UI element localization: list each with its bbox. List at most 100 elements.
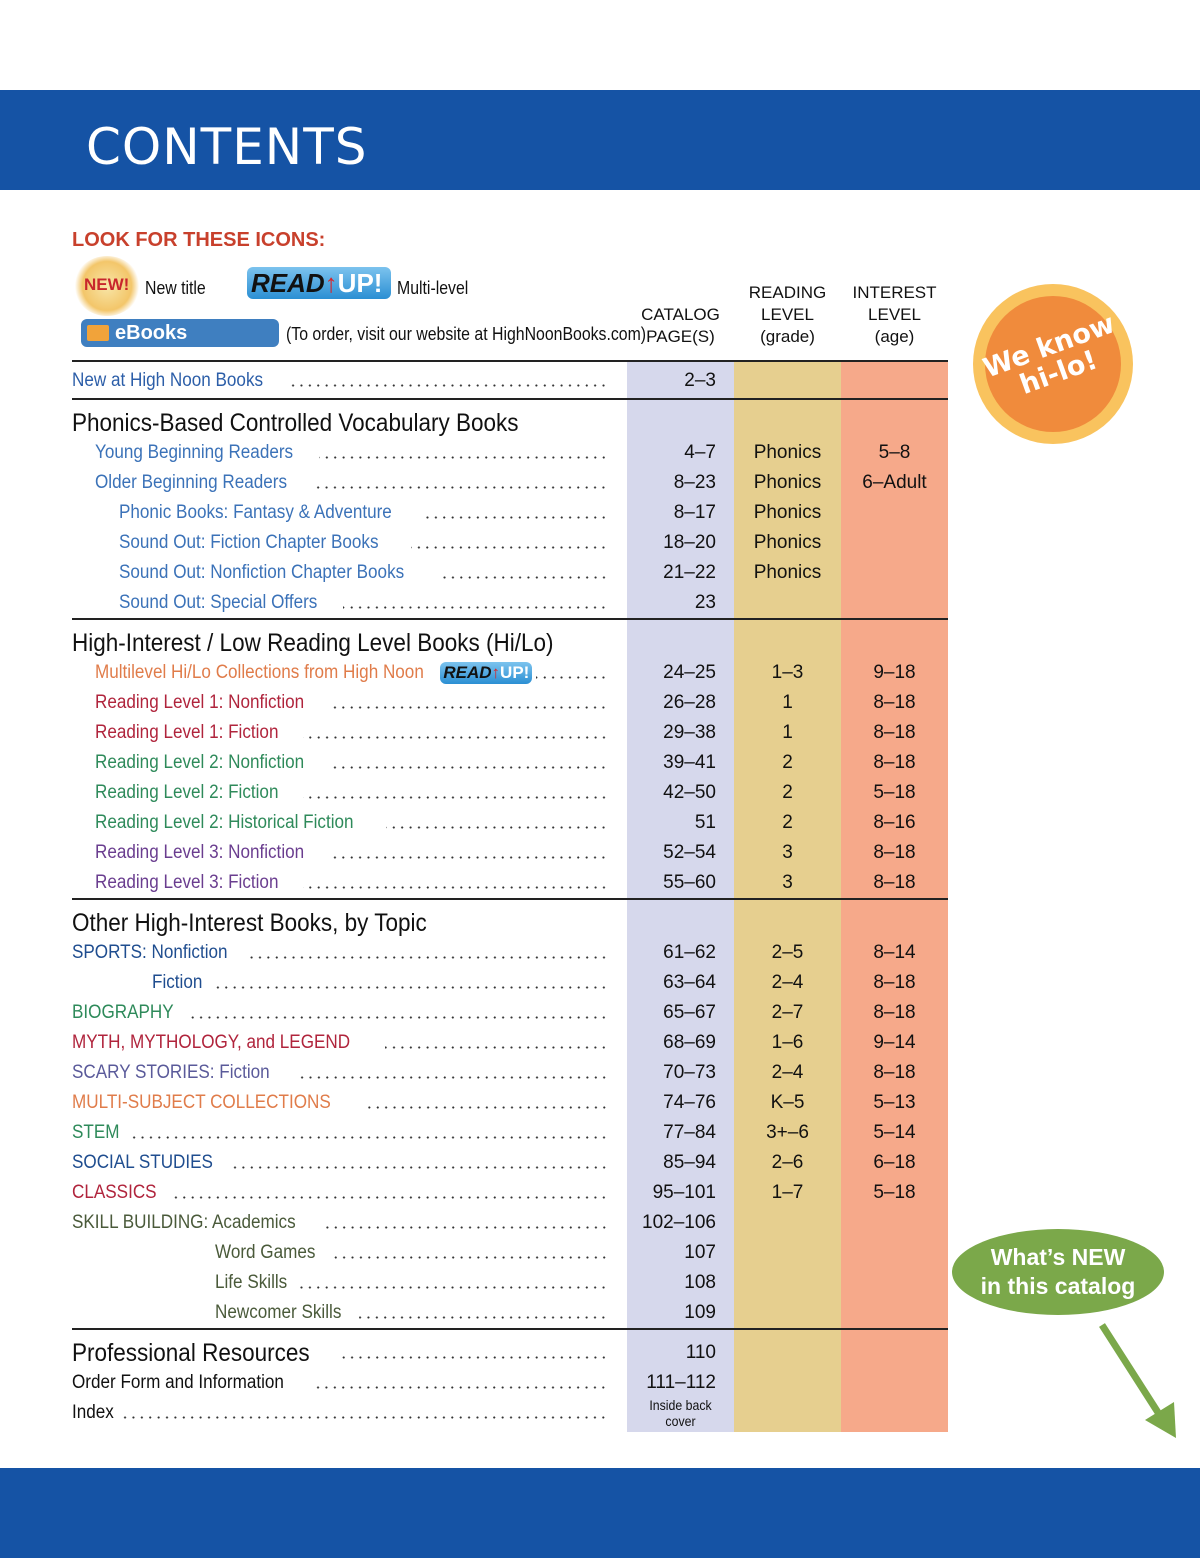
contents-row[interactable]: Sound Out: Nonfiction Chapter Books 21–22…: [72, 558, 948, 588]
whats-new-callout: What’s NEW in this catalog: [952, 1229, 1164, 1315]
row-title-link[interactable]: MYTH, MYTHOLOGY, and LEGEND: [72, 1032, 351, 1053]
contents-row[interactable]: BIOGRAPHY 65–67 2–7 8–18: [72, 998, 948, 1028]
dot-leader: [536, 675, 608, 679]
reading-level: 2: [782, 752, 793, 773]
contents-row-label: Multilevel Hi/Lo Collections from High N…: [72, 662, 608, 684]
interest-level: 8–18: [873, 752, 916, 773]
row-title-link[interactable]: Newcomer Skills: [215, 1302, 342, 1323]
row-title-link[interactable]: SKILL BUILDING: Academics: [72, 1212, 296, 1233]
row-title-link[interactable]: Word Games: [215, 1242, 316, 1263]
row-title-link[interactable]: Reading Level 1: Fiction: [95, 722, 279, 743]
catalog-page: 63–64: [663, 972, 716, 993]
reading-level: 2: [782, 812, 793, 833]
contents-row[interactable]: Reading Level 1: Nonfiction 26–28 1 8–18: [72, 688, 948, 718]
contents-row[interactable]: Fiction 63–64 2–4 8–18: [72, 968, 948, 998]
contents-row[interactable]: MULTI-SUBJECT COLLECTIONS 74–76 K–5 5–13: [72, 1088, 948, 1118]
dot-leader: [188, 1015, 608, 1019]
row-title-link[interactable]: CLASSICS: [72, 1182, 157, 1203]
section-divider: [72, 618, 948, 620]
row-title-link[interactable]: Reading Level 3: Fiction: [95, 872, 279, 893]
contents-row[interactable]: Reading Level 3: Nonfiction 52–54 3 8–18: [72, 838, 948, 868]
row-title-link[interactable]: New at High Noon Books: [72, 370, 264, 391]
row-title-link[interactable]: Fiction: [152, 972, 203, 993]
row-title-link[interactable]: MULTI-SUBJECT COLLECTIONS: [72, 1092, 331, 1113]
row-title-link[interactable]: Professional Resources: [72, 1338, 310, 1367]
contents-row[interactable]: Reading Level 3: Fiction 55–60 3 8–18: [72, 868, 948, 898]
row-title-link[interactable]: Phonic Books: Fantasy & Adventure: [119, 502, 392, 523]
section-divider: [72, 1328, 948, 1330]
reading-level: Phonics: [753, 502, 822, 523]
contents-table: New at High Noon Books 2–3 Phonics-Based C…: [72, 360, 948, 1429]
contents-row[interactable]: Reading Level 2: Nonfiction 39–41 2 8–18: [72, 748, 948, 778]
contents-row[interactable]: Reading Level 2: Historical Fiction 51 2 8–…: [72, 808, 948, 838]
section-heading-text: Phonics-Based Controlled Vocabulary Book…: [72, 408, 519, 437]
contents-row-label: Professional Resources: [72, 1339, 608, 1368]
interest-level: 5–8: [878, 442, 911, 463]
row-title-link[interactable]: Sound Out: Special Offers: [119, 592, 318, 613]
dot-leader: [169, 1195, 608, 1199]
catalog-page: 111–112: [646, 1372, 716, 1393]
row-title-link[interactable]: Sound Out: Nonfiction Chapter Books: [119, 562, 405, 583]
catalog-page: Inside back cover: [649, 1397, 712, 1429]
contents-row[interactable]: SKILL BUILDING: Academics 102–106: [72, 1208, 948, 1238]
contents-row[interactable]: SPORTS: Nonfiction 61–62 2–5 8–14: [72, 938, 948, 968]
contents-row[interactable]: Sound Out: Fiction Chapter Books 18–20 Pho…: [72, 528, 948, 558]
dot-leader: [411, 545, 608, 549]
reading-level: 3+–6: [766, 1122, 809, 1143]
contents-row[interactable]: Sound Out: Special Offers 23: [72, 588, 948, 618]
arrow-icon: [1099, 1323, 1176, 1438]
interest-level: 5–18: [873, 782, 916, 803]
row-title-link[interactable]: SOCIAL STUDIES: [72, 1152, 213, 1173]
contents-row-label: Young Beginning Readers: [72, 442, 608, 464]
row-title-link[interactable]: Reading Level 1: Nonfiction: [95, 692, 305, 713]
row-title-link[interactable]: Reading Level 2: Fiction: [95, 782, 279, 803]
row-title-link[interactable]: Multilevel Hi/Lo Collections from High N…: [95, 662, 424, 683]
catalog-column-header: CATALOG PAGE(S): [641, 305, 720, 346]
contents-row[interactable]: SOCIAL STUDIES 85–94 2–6 6–18: [72, 1148, 948, 1178]
row-title-link[interactable]: Life Skills: [215, 1272, 288, 1293]
section-divider: [72, 398, 948, 400]
contents-row[interactable]: MYTH, MYTHOLOGY, and LEGEND 68–69 1–6 9–14: [72, 1028, 948, 1058]
row-title-link[interactable]: SPORTS: Nonfiction: [72, 942, 228, 963]
contents-row[interactable]: STEM 77–84 3+–6 5–14: [72, 1118, 948, 1148]
row-title-link[interactable]: Index: [72, 1402, 114, 1423]
catalog-page: 85–94: [663, 1152, 716, 1173]
contents-row[interactable]: Young Beginning Readers 4–7 Phonics 5–8: [72, 438, 948, 468]
row-title-link[interactable]: Sound Out: Fiction Chapter Books: [119, 532, 379, 553]
contents-row[interactable]: CLASSICS 95–101 1–7 5–18: [72, 1178, 948, 1208]
dot-leader: [324, 1225, 608, 1229]
contents-row[interactable]: Order Form and Information 111–112: [72, 1368, 948, 1398]
contents-row[interactable]: Word Games 107: [72, 1238, 948, 1268]
contents-row-label: Reading Level 3: Fiction: [72, 872, 608, 894]
catalog-page: 102–106: [642, 1212, 716, 1233]
contents-row[interactable]: Newcomer Skills 109: [72, 1298, 948, 1328]
reading-level: 3: [782, 842, 793, 863]
dot-leader: [386, 825, 608, 829]
row-title-link[interactable]: Order Form and Information: [72, 1372, 284, 1393]
interest-level: 8–16: [873, 812, 916, 833]
contents-row[interactable]: Phonic Books: Fantasy & Adventure 8–17 Pho…: [72, 498, 948, 528]
contents-row[interactable]: SCARY STORIES: Fiction 70–73 2–4 8–18: [72, 1058, 948, 1088]
contents-row[interactable]: Reading Level 2: Fiction 42–50 2 5–18: [72, 778, 948, 808]
reading-level: 2–7: [771, 1002, 804, 1023]
header-band: [0, 90, 1200, 190]
row-title-link[interactable]: Young Beginning Readers: [95, 442, 294, 463]
contents-row[interactable]: Multilevel Hi/Lo Collections from High N…: [72, 658, 948, 688]
row-title-link[interactable]: STEM: [72, 1122, 120, 1143]
contents-row[interactable]: Older Beginning Readers 8–23 Phonics 6–Adul…: [72, 468, 948, 498]
row-title-link[interactable]: SCARY STORIES: Fiction: [72, 1062, 270, 1083]
row-title-link[interactable]: BIOGRAPHY: [72, 1002, 174, 1023]
row-title-link[interactable]: Reading Level 2: Historical Fiction: [95, 812, 354, 833]
dot-leader: [295, 1075, 608, 1079]
row-title-link[interactable]: Reading Level 2: Nonfiction: [95, 752, 305, 773]
contents-row[interactable]: Reading Level 1: Fiction 29–38 1 8–18: [72, 718, 948, 748]
dot-leader: [331, 855, 608, 859]
contents-row[interactable]: Professional Resources 110: [72, 1338, 948, 1368]
row-title-link[interactable]: Older Beginning Readers: [95, 472, 288, 493]
contents-row[interactable]: New at High Noon Books 2–3: [72, 364, 948, 398]
dot-leader: [343, 605, 608, 609]
contents-row[interactable]: Index Inside back cover: [72, 1397, 948, 1429]
contents-row[interactable]: Life Skills 108: [72, 1268, 948, 1298]
row-title-link[interactable]: Reading Level 3: Nonfiction: [95, 842, 305, 863]
section-heading-text: Other High-Interest Books, by Topic: [72, 908, 427, 937]
